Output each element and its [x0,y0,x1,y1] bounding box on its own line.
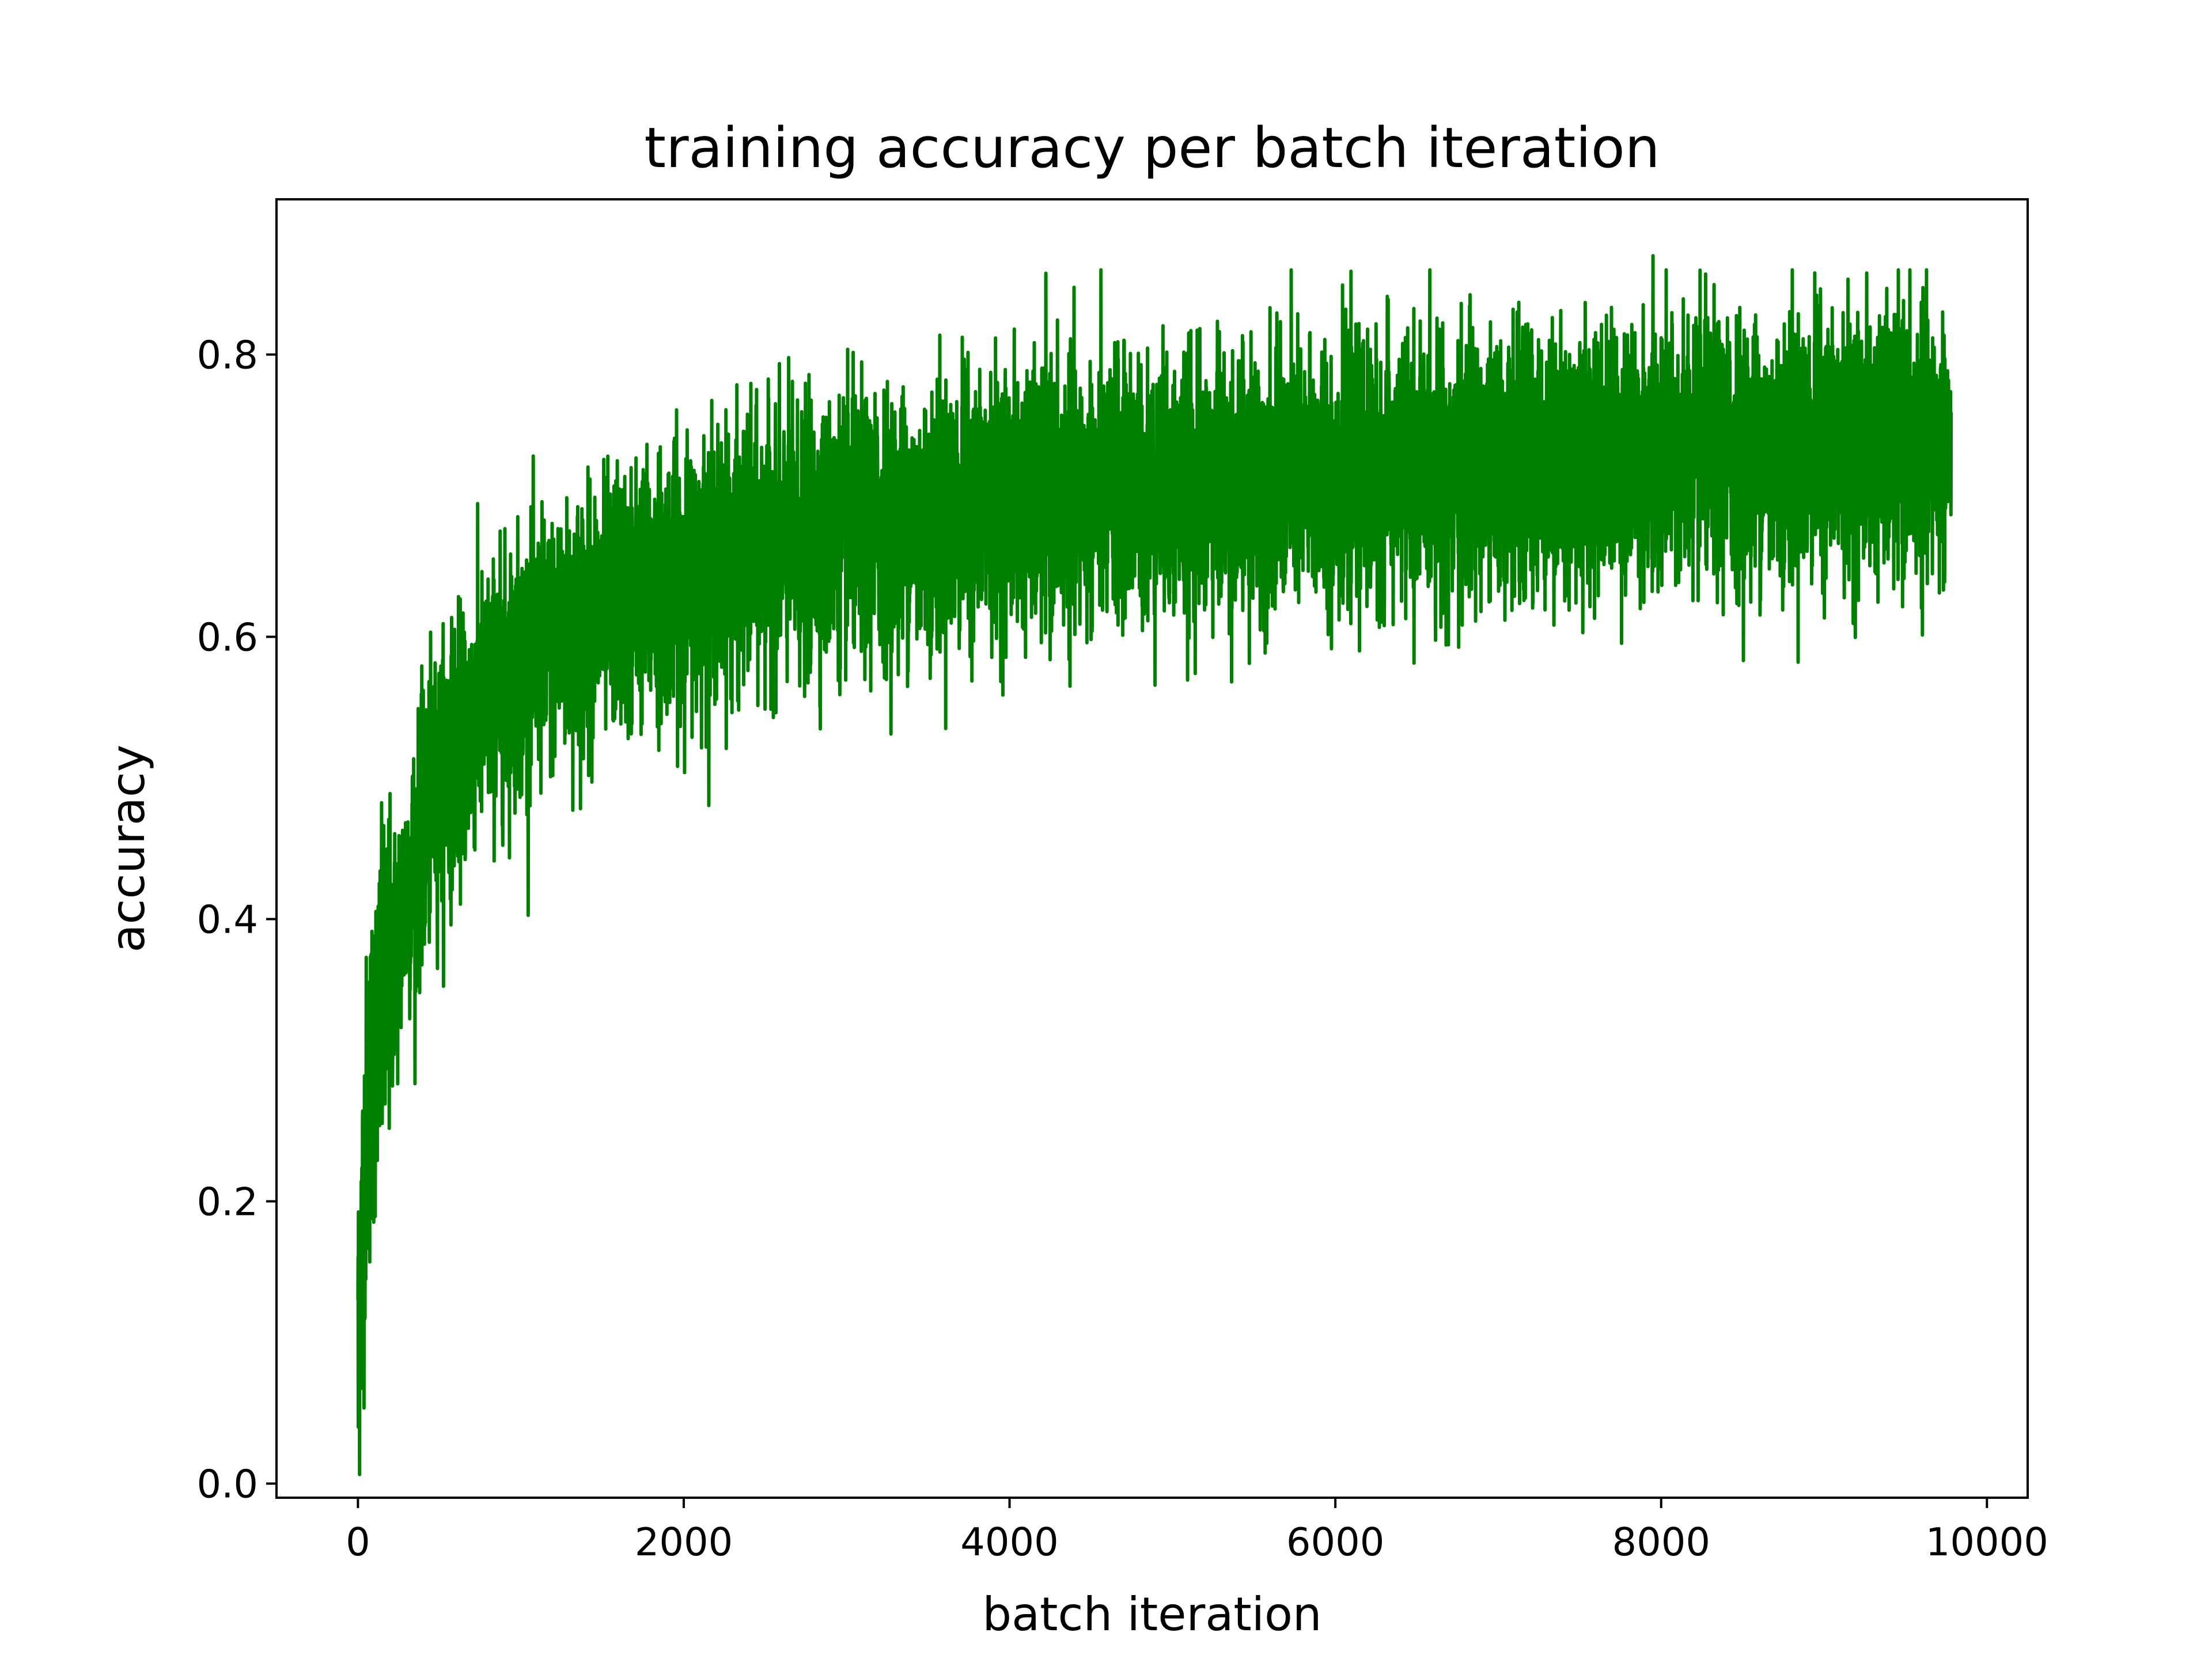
y-tick-label: 0.2 [196,1180,258,1225]
plot-frame [275,198,2029,1499]
x-tick-label: 0 [346,1520,370,1565]
x-tick-label: 8000 [1612,1520,1710,1565]
y-axis: 0.0 0.2 0.4 0.6 0.8 [196,333,276,1507]
x-axis: 0 2000 4000 6000 8000 10000 [346,1498,2048,1565]
x-axis-label: batch iteration [982,1588,1321,1641]
y-tick-label: 0.4 [196,897,258,942]
accuracy-series-line [356,254,1953,1476]
y-tick-label: 0.6 [196,615,258,660]
x-tick-label: 10000 [1926,1520,2048,1565]
chart-title: training accuracy per batch iteration [644,116,1660,180]
x-tick-label: 2000 [635,1520,733,1565]
plot-area [356,254,1953,1476]
y-tick-label: 0.0 [196,1462,258,1507]
y-axis-label: accuracy [101,745,155,953]
x-tick-label: 4000 [960,1520,1059,1565]
x-tick-label: 6000 [1286,1520,1385,1565]
y-tick-label: 0.8 [196,333,258,378]
